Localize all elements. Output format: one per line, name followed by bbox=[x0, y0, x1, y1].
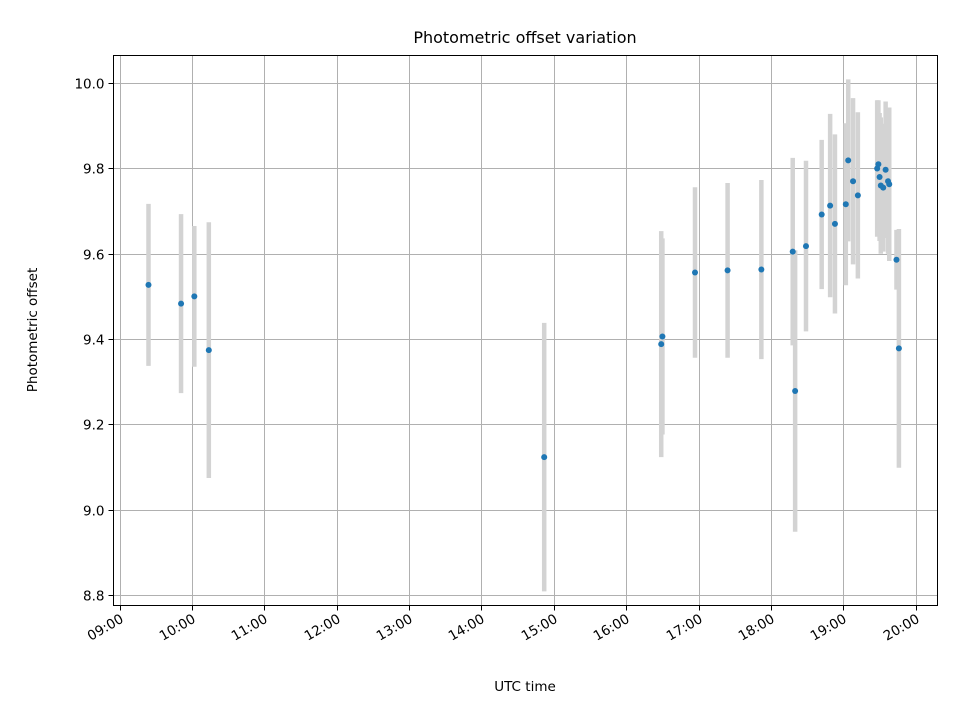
x-tick-label: 18:00 bbox=[736, 611, 778, 644]
x-tick-label: 10:00 bbox=[157, 611, 199, 644]
x-tick-label: 19:00 bbox=[808, 611, 850, 644]
x-tick-label: 12:00 bbox=[302, 611, 344, 644]
y-tick-label: 9.2 bbox=[83, 418, 104, 434]
y-tick-label: 9.6 bbox=[83, 248, 104, 264]
data-point bbox=[831, 220, 838, 227]
data-point bbox=[845, 157, 852, 164]
data-point bbox=[827, 202, 834, 209]
y-axis-label: Photometric offset bbox=[25, 268, 41, 392]
y-tick-label: 9.0 bbox=[83, 504, 104, 520]
y-tick-label: 8.8 bbox=[83, 589, 104, 605]
data-point bbox=[692, 269, 699, 276]
y-tick-label: 9.4 bbox=[83, 333, 104, 349]
data-point bbox=[895, 345, 902, 352]
data-point bbox=[758, 266, 765, 273]
data-point bbox=[854, 192, 861, 199]
data-point bbox=[818, 211, 825, 218]
x-axis: 09:00 10:00 11:00 12:00 13:00 14:00 15:00 16:00… bbox=[85, 605, 923, 644]
data-point bbox=[178, 300, 185, 307]
y-tick-label: 9.8 bbox=[83, 162, 104, 178]
x-tick-label: 20:00 bbox=[881, 611, 923, 644]
data-point bbox=[658, 341, 665, 348]
plot-frame bbox=[113, 55, 938, 606]
data-point bbox=[880, 184, 887, 191]
data-point bbox=[802, 243, 809, 250]
y-tick-label: 10.0 bbox=[74, 77, 104, 93]
grid bbox=[113, 55, 938, 606]
x-tick-label: 14:00 bbox=[446, 611, 488, 644]
chart-title: Photometric offset variation bbox=[413, 28, 636, 47]
x-tick-label: 17:00 bbox=[664, 611, 706, 644]
x-axis-label: UTC time bbox=[494, 679, 556, 695]
data-point bbox=[191, 293, 198, 300]
data-point bbox=[875, 161, 882, 168]
data-point bbox=[850, 178, 857, 185]
data-points bbox=[145, 157, 902, 461]
data-point bbox=[893, 256, 900, 263]
x-tick-label: 11:00 bbox=[229, 611, 271, 644]
data-point bbox=[842, 201, 849, 208]
x-tick-label: 09:00 bbox=[85, 611, 127, 644]
data-point bbox=[145, 281, 152, 288]
y-axis: 8.8 9.0 9.2 9.4 9.6 9.8 10.0 bbox=[74, 77, 114, 605]
data-point bbox=[886, 181, 893, 188]
data-point bbox=[659, 333, 666, 340]
data-point bbox=[789, 248, 796, 255]
data-point bbox=[541, 454, 548, 461]
x-tick-label: 13:00 bbox=[374, 611, 416, 644]
error-bars bbox=[146, 79, 902, 592]
data-point bbox=[792, 388, 799, 395]
data-point bbox=[205, 347, 212, 354]
data-point bbox=[724, 267, 731, 274]
data-point bbox=[876, 174, 883, 181]
x-tick-label: 15:00 bbox=[519, 611, 561, 644]
data-point bbox=[882, 166, 889, 173]
x-tick-label: 16:00 bbox=[591, 611, 633, 644]
